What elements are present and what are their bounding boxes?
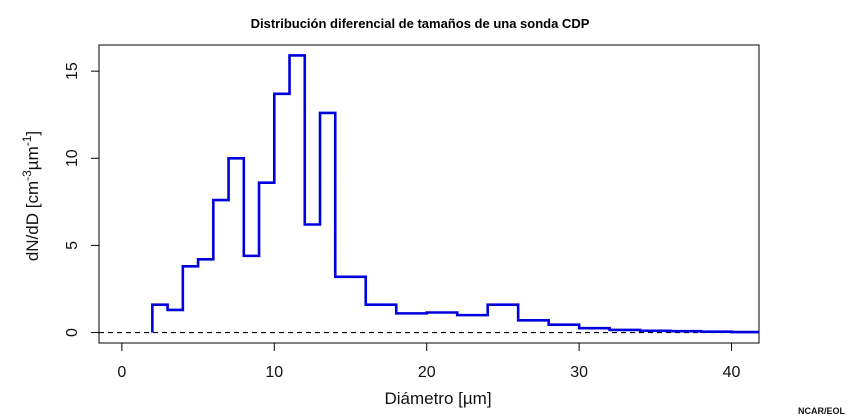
x-tick-label: 0 xyxy=(117,364,126,381)
y-axis-label-sup1: -3 xyxy=(20,170,34,181)
y-axis-label-end: ] xyxy=(23,131,42,136)
x-tick-label: 40 xyxy=(723,364,741,381)
x-tick-label: 30 xyxy=(570,364,588,381)
x-axis: 0 10 20 30 40 xyxy=(117,343,741,381)
chart-title: Distribución diferencial de tamaños de u… xyxy=(251,16,590,31)
series-line xyxy=(151,54,759,334)
y-tick-label: 0 xyxy=(64,328,81,337)
x-tick-label: 10 xyxy=(265,364,283,381)
y-axis-label-base: dN/dD [cm xyxy=(23,181,42,261)
plot-frame xyxy=(98,44,760,344)
y-tick-label: 10 xyxy=(64,149,81,167)
x-tick-label: 20 xyxy=(418,364,436,381)
y-tick-label: 5 xyxy=(64,241,81,250)
y-tick-label: 15 xyxy=(64,62,81,80)
source-credit: NCAR/EOL xyxy=(798,406,846,416)
y-axis: 0 5 10 15 xyxy=(64,62,99,337)
y-axis-label: dN/dD [cm-3µm-1] xyxy=(20,131,42,261)
y-axis-label-mid: µm xyxy=(23,146,42,170)
x-axis-label: Diámetro [µm] xyxy=(384,389,491,408)
y-axis-label-sup2: -1 xyxy=(20,135,34,146)
